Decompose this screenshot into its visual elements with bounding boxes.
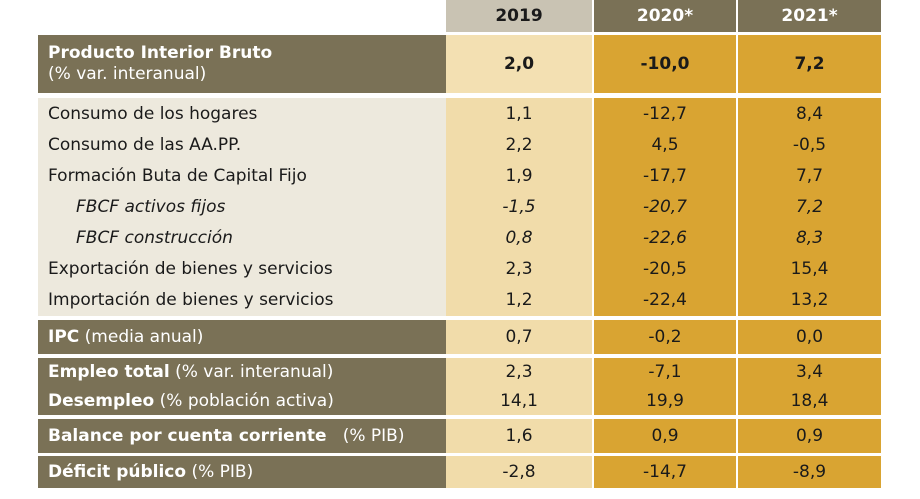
row-subtitle: (% var. interanual) bbox=[175, 362, 334, 382]
value-2019: 1,9 bbox=[446, 160, 592, 191]
value-2021: 18,4 bbox=[738, 386, 881, 415]
value-2020: -20,5 bbox=[594, 253, 736, 284]
row-label: Balance por cuenta corriente (% PIB) bbox=[38, 419, 446, 453]
value-2021: 7,7 bbox=[738, 160, 881, 191]
value-2021: 7,2 bbox=[738, 35, 881, 93]
header-2021: 2021* bbox=[738, 0, 881, 32]
row-label: FBCF construcción bbox=[38, 222, 446, 253]
table-row: Balance por cuenta corriente (% PIB) 1,6… bbox=[38, 419, 881, 453]
value-2021: 15,4 bbox=[738, 253, 881, 284]
value-2020: 19,9 bbox=[594, 386, 736, 415]
value-2020: -17,7 bbox=[594, 160, 736, 191]
value-2020: 0,9 bbox=[594, 419, 736, 453]
value-2020: -10,0 bbox=[594, 35, 736, 93]
row-title: Empleo total bbox=[48, 362, 170, 382]
value-2019: 2,3 bbox=[446, 358, 592, 386]
row-label: IPC (media anual) bbox=[38, 320, 446, 354]
table-row: FBCF construcción 0,8 -22,6 8,3 bbox=[38, 222, 881, 253]
row-subtitle: (% población activa) bbox=[159, 390, 334, 411]
value-2021: 7,2 bbox=[738, 191, 881, 222]
value-2021: 0,9 bbox=[738, 419, 881, 453]
value-2021: 3,4 bbox=[738, 358, 881, 386]
value-2019: 14,1 bbox=[446, 386, 592, 415]
table-row: Producto Interior Bruto (% var. interanu… bbox=[38, 35, 881, 93]
value-2021: 8,4 bbox=[738, 98, 881, 129]
table-row: Déficit público (% PIB) -2,8 -14,7 -8,9 bbox=[38, 456, 881, 488]
row-label: Consumo de los hogares bbox=[38, 98, 446, 129]
table-row: Exportación de bienes y servicios 2,3 -2… bbox=[38, 253, 881, 284]
value-2019: 2,0 bbox=[446, 35, 592, 93]
row-title: Desempleo bbox=[48, 390, 155, 411]
value-2021: -8,9 bbox=[738, 456, 881, 488]
table-row: Consumo de las AA.PP. 2,2 4,5 -0,5 bbox=[38, 129, 881, 160]
value-2020: -20,7 bbox=[594, 191, 736, 222]
value-2021: 0,0 bbox=[738, 320, 881, 354]
row-title: IPC bbox=[48, 327, 80, 347]
row-label: Empleo total (% var. interanual) bbox=[38, 358, 446, 386]
table-row: Desempleo (% población activa) 14,1 19,9… bbox=[38, 386, 881, 415]
value-2019: 0,8 bbox=[446, 222, 592, 253]
row-label: Exportación de bienes y servicios bbox=[38, 253, 446, 284]
value-2020: -7,1 bbox=[594, 358, 736, 386]
row-title: Producto Interior Bruto bbox=[48, 43, 273, 63]
table-row: IPC (media anual) 0,7 -0,2 0,0 bbox=[38, 320, 881, 354]
value-2019: 1,2 bbox=[446, 284, 592, 316]
row-label: FBCF activos fijos bbox=[38, 191, 446, 222]
value-2021: -0,5 bbox=[738, 129, 881, 160]
header-empty bbox=[38, 0, 446, 32]
row-label: Formación Buta de Capital Fijo bbox=[38, 160, 446, 191]
value-2019: -2,8 bbox=[446, 456, 592, 488]
table-row: Formación Buta de Capital Fijo 1,9 -17,7… bbox=[38, 160, 881, 191]
header-2020: 2020* bbox=[594, 0, 736, 32]
value-2020: -22,4 bbox=[594, 284, 736, 316]
value-2021: 13,2 bbox=[738, 284, 881, 316]
row-subtitle: (media anual) bbox=[84, 327, 204, 347]
row-label: Importación de bienes y servicios bbox=[38, 284, 446, 316]
table-row: Importación de bienes y servicios 1,2 -2… bbox=[38, 284, 881, 316]
value-2020: -22,6 bbox=[594, 222, 736, 253]
value-2020: -12,7 bbox=[594, 98, 736, 129]
value-2019: 1,1 bbox=[446, 98, 592, 129]
table-row: FBCF activos fijos -1,5 -20,7 7,2 bbox=[38, 191, 881, 222]
row-title: Déficit público bbox=[48, 462, 187, 482]
value-2020: -0,2 bbox=[594, 320, 736, 354]
table-row: Consumo de los hogares 1,1 -12,7 8,4 bbox=[38, 98, 881, 129]
header-2019: 2019 bbox=[446, 0, 592, 32]
header-row: 2019 2020* 2021* bbox=[38, 0, 881, 32]
row-subtitle: (% var. interanual) bbox=[48, 64, 207, 84]
value-2021: 8,3 bbox=[738, 222, 881, 253]
row-subtitle: (% PIB) bbox=[191, 462, 254, 482]
value-2019: 0,7 bbox=[446, 320, 592, 354]
row-label: Déficit público (% PIB) bbox=[38, 456, 446, 488]
row-label: Producto Interior Bruto (% var. interanu… bbox=[38, 35, 446, 93]
row-subtitle: (% PIB) bbox=[342, 426, 405, 446]
table-row: Empleo total (% var. interanual) 2,3 -7,… bbox=[38, 358, 881, 386]
row-label: Consumo de las AA.PP. bbox=[38, 129, 446, 160]
value-2020: -14,7 bbox=[594, 456, 736, 488]
row-title: Balance por cuenta corriente bbox=[48, 426, 327, 446]
value-2019: 2,2 bbox=[446, 129, 592, 160]
value-2020: 4,5 bbox=[594, 129, 736, 160]
value-2019: -1,5 bbox=[446, 191, 592, 222]
value-2019: 1,6 bbox=[446, 419, 592, 453]
value-2019: 2,3 bbox=[446, 253, 592, 284]
row-label: Desempleo (% población activa) bbox=[38, 386, 446, 415]
